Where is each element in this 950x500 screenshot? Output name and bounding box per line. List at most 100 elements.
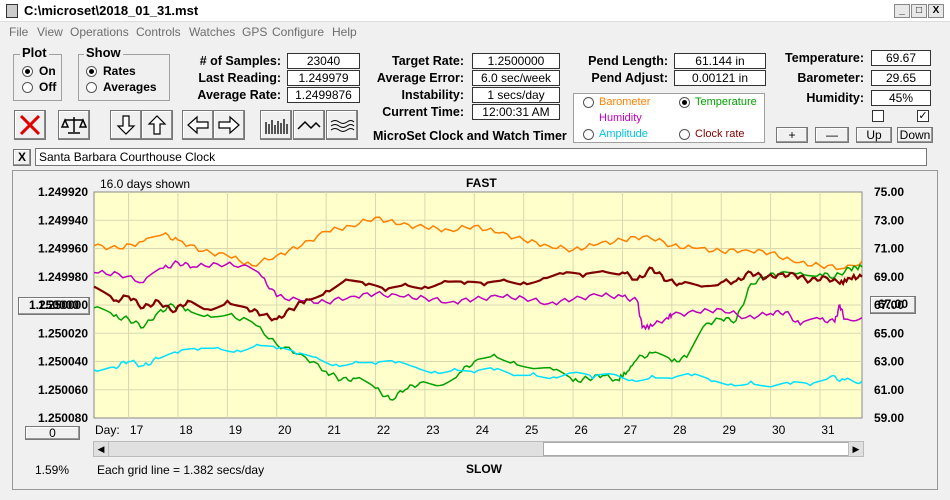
minus-button[interactable]: — (815, 127, 849, 143)
y-right-tick: 59.00 (874, 411, 904, 425)
last-reading-label: Last Reading: (198, 71, 281, 85)
series-amplitude (93, 343, 863, 388)
center-temp-button[interactable]: 67.00 (870, 296, 916, 314)
scale-icon (61, 117, 87, 134)
y-left-tick: 1.250000 (38, 298, 88, 312)
plot-on-radio[interactable] (22, 66, 33, 77)
x-tick: 28 (673, 423, 687, 437)
plot-off-label: Off (39, 80, 57, 94)
y-left-tick: 1.250060 (38, 383, 88, 397)
instability-value: 1 secs/day (472, 87, 560, 103)
menu-watches[interactable]: Watches (189, 25, 236, 39)
clock-rate-option-label: Clock rate (695, 128, 745, 140)
y-right-tick: 63.00 (874, 355, 904, 369)
y-left-tick: 1.250080 (38, 411, 88, 425)
current-time-label: Current Time: (382, 105, 464, 119)
right-checkbox[interactable]: ✓ (917, 110, 929, 122)
line-view-button[interactable] (293, 110, 325, 140)
menu-bar: File View Operations Controls Watches GP… (0, 22, 950, 42)
balance-button[interactable] (58, 110, 90, 140)
menu-help[interactable]: Help (332, 25, 357, 39)
slow-label: SLOW (466, 462, 502, 476)
series-humidity (93, 260, 863, 331)
temperature-value: 69.67 (871, 50, 931, 66)
instability-label: Instability: (401, 88, 464, 102)
left-checkbox[interactable] (872, 110, 884, 122)
line-graph-icon (297, 120, 321, 130)
pend-adjust-label: Pend Adjust: (591, 71, 668, 85)
pend-length-value: 61.144 in (674, 53, 766, 69)
menu-file[interactable]: File (9, 25, 29, 39)
maximize-button[interactable]: □ (911, 4, 927, 18)
chart-panel (12, 170, 938, 490)
x-tick: 17 (130, 423, 144, 437)
up-button[interactable]: Up (856, 127, 892, 143)
close-button[interactable]: X (928, 4, 944, 18)
y-right-tick: 75.00 (874, 185, 904, 199)
average-error-value: 6.0 sec/week (472, 70, 560, 86)
wave-view-button[interactable] (326, 110, 358, 140)
current-time-value: 12:00:31 AM (472, 104, 560, 120)
average-error-label: Average Error: (376, 71, 464, 85)
humidity-label: Humidity: (806, 91, 864, 105)
barometer-radio[interactable] (583, 97, 594, 108)
menu-view[interactable]: View (37, 25, 63, 39)
clock-close-button[interactable]: X (13, 149, 31, 166)
down-button[interactable]: Down (897, 127, 933, 143)
temperature-option-label: Temperature (695, 96, 757, 108)
temperature-radio[interactable] (679, 97, 690, 108)
y-left-tick: 1.250020 (38, 326, 88, 340)
menu-gps[interactable]: GPS (242, 25, 268, 39)
barometer-value: 29.65 (871, 70, 931, 86)
samples-label: # of Samples: (199, 54, 281, 68)
show-group-title: Show (84, 45, 123, 60)
center-rate-button[interactable]: 1.250000 (18, 297, 90, 315)
clock-name-field[interactable]: Santa Barbara Courthouse Clock (35, 148, 927, 166)
scroll-right-icon[interactable]: ▶ (848, 442, 863, 456)
show-rates-radio[interactable] (86, 66, 97, 77)
show-averages-radio[interactable] (86, 82, 97, 93)
minimize-button[interactable]: _ (894, 4, 910, 18)
menu-controls[interactable]: Controls (136, 25, 181, 39)
temperature-label: Temperature: (785, 51, 864, 65)
down-arrow-button[interactable] (110, 110, 142, 140)
left-arrow-button[interactable] (182, 110, 214, 140)
horizontal-scrollbar[interactable]: ◀ ▶ (93, 441, 864, 457)
x-tick: 19 (229, 423, 243, 437)
series-clock-rate (93, 266, 863, 322)
humidity-value: 45% (871, 90, 931, 106)
offset-button[interactable]: 0 (25, 426, 80, 440)
show-averages-label: Averages (103, 80, 157, 94)
title-bar: C:\microset\2018_01_31.mst _ □ X (0, 0, 950, 22)
plot-off-radio[interactable] (22, 82, 33, 93)
clock-rate-radio[interactable] (679, 129, 690, 140)
plus-button[interactable]: + (776, 127, 808, 143)
day-axis-label: Day: (95, 423, 120, 437)
arrow-left-icon (187, 115, 209, 135)
bar-graph-icon (265, 119, 288, 134)
bars-view-button[interactable] (260, 110, 292, 140)
up-arrow-button[interactable] (141, 110, 173, 140)
x-tick: 27 (624, 423, 638, 437)
right-arrow-button[interactable] (213, 110, 245, 140)
y-left-tick: 1.249980 (38, 270, 88, 284)
x-tick: 29 (723, 423, 737, 437)
app-icon (6, 4, 18, 18)
y-right-tick: 71.00 (874, 242, 904, 256)
scroll-left-icon[interactable]: ◀ (94, 442, 109, 456)
y-right-tick: 73.00 (874, 213, 904, 227)
target-rate-label: Target Rate: (391, 54, 464, 68)
menu-operations[interactable]: Operations (70, 25, 129, 39)
x-tick: 25 (525, 423, 539, 437)
x-tick: 22 (377, 423, 391, 437)
x-tick: 23 (426, 423, 440, 437)
amplitude-radio[interactable] (583, 129, 594, 140)
stop-button[interactable] (14, 110, 46, 140)
y-left-tick: 1.249920 (38, 185, 88, 199)
days-shown: 16.0 days shown (100, 177, 191, 191)
amplitude-option-label: Amplitude (599, 128, 648, 140)
menu-configure[interactable]: Configure (272, 25, 325, 39)
show-group (78, 54, 170, 101)
samples-value: 23040 (287, 53, 360, 69)
plot-group-title: Plot (20, 45, 49, 60)
